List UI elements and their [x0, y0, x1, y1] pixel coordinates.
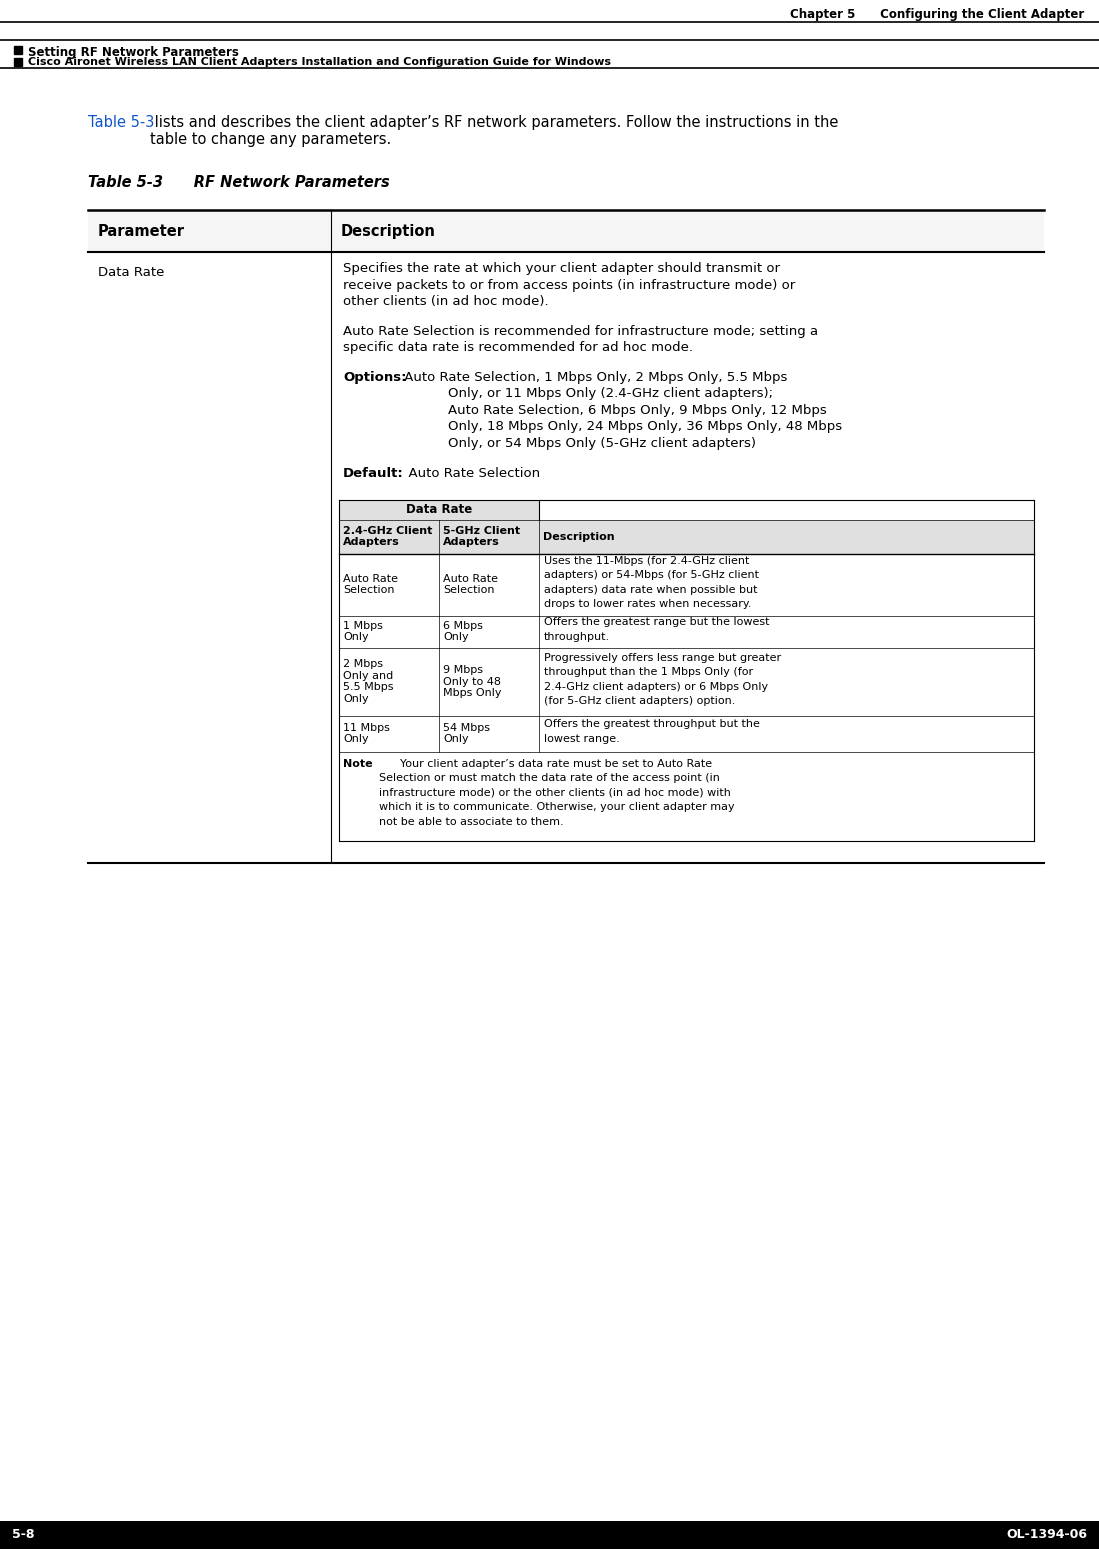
Bar — [338, 519, 1034, 553]
Text: Parameter: Parameter — [98, 223, 185, 239]
Text: Default:: Default: — [343, 466, 403, 480]
Text: Data Rate: Data Rate — [406, 503, 473, 516]
Text: Setting RF Network Parameters: Setting RF Network Parameters — [27, 46, 238, 59]
Text: lowest range.: lowest range. — [544, 734, 620, 744]
Text: Auto Rate
Selection: Auto Rate Selection — [343, 573, 398, 595]
Text: Options:: Options: — [343, 370, 407, 384]
Text: Chapter 5      Configuring the Client Adapter: Chapter 5 Configuring the Client Adapter — [790, 8, 1084, 22]
Text: adapters) data rate when possible but: adapters) data rate when possible but — [544, 584, 757, 595]
Text: 2 Mbps
Only and
5.5 Mbps
Only: 2 Mbps Only and 5.5 Mbps Only — [343, 660, 393, 703]
Bar — [338, 500, 539, 519]
Text: 54 Mbps
Only: 54 Mbps Only — [443, 723, 490, 745]
Text: 11 Mbps
Only: 11 Mbps Only — [343, 723, 390, 745]
Text: Table 5-3: Table 5-3 — [88, 115, 154, 130]
Text: receive packets to or from access points (in infrastructure mode) or: receive packets to or from access points… — [343, 279, 796, 291]
Text: specific data rate is recommended for ad hoc mode.: specific data rate is recommended for ad… — [343, 341, 693, 355]
Text: Note: Note — [343, 759, 373, 768]
Text: OL-1394-06: OL-1394-06 — [1006, 1529, 1087, 1541]
Text: 2.4-GHz Client
Adapters: 2.4-GHz Client Adapters — [343, 525, 432, 547]
Text: throughput.: throughput. — [544, 632, 610, 641]
Bar — [88, 211, 1044, 252]
Text: Description: Description — [543, 531, 614, 542]
Text: Auto Rate
Selection: Auto Rate Selection — [443, 573, 498, 595]
Text: Auto Rate Selection is recommended for infrastructure mode; setting a: Auto Rate Selection is recommended for i… — [343, 325, 818, 338]
Text: which it is to communicate. Otherwise, your client adapter may: which it is to communicate. Otherwise, y… — [379, 802, 734, 812]
Text: Description: Description — [341, 223, 436, 239]
Text: throughput than the 1 Mbps Only (for: throughput than the 1 Mbps Only (for — [544, 668, 753, 677]
Text: Only, 18 Mbps Only, 24 Mbps Only, 36 Mbps Only, 48 Mbps: Only, 18 Mbps Only, 24 Mbps Only, 36 Mbp… — [448, 420, 842, 434]
Text: adapters) or 54-Mbps (for 5-GHz client: adapters) or 54-Mbps (for 5-GHz client — [544, 570, 759, 579]
Text: 5-GHz Client
Adapters: 5-GHz Client Adapters — [443, 525, 520, 547]
Text: Only, or 54 Mbps Only (5-GHz client adapters): Only, or 54 Mbps Only (5-GHz client adap… — [448, 437, 756, 449]
Text: (for 5-GHz client adapters) option.: (for 5-GHz client adapters) option. — [544, 696, 735, 706]
Text: 5-8: 5-8 — [12, 1529, 34, 1541]
Text: infrastructure mode) or the other clients (in ad hoc mode) with: infrastructure mode) or the other client… — [379, 787, 731, 798]
Text: Auto Rate Selection, 1 Mbps Only, 2 Mbps Only, 5.5 Mbps: Auto Rate Selection, 1 Mbps Only, 2 Mbps… — [400, 370, 787, 384]
Text: Progressively offers less range but greater: Progressively offers less range but grea… — [544, 652, 781, 663]
Text: Table 5-3      RF Network Parameters: Table 5-3 RF Network Parameters — [88, 175, 390, 191]
Text: lists and describes the client adapter’s RF network parameters. Follow the instr: lists and describes the client adapter’s… — [149, 115, 839, 147]
Text: Offers the greatest range but the lowest: Offers the greatest range but the lowest — [544, 617, 769, 627]
Text: Cisco Aironet Wireless LAN Client Adapters Installation and Configuration Guide : Cisco Aironet Wireless LAN Client Adapte… — [27, 57, 611, 67]
Text: Your client adapter’s data rate must be set to Auto Rate: Your client adapter’s data rate must be … — [379, 759, 712, 768]
Text: 9 Mbps
Only to 48
Mbps Only: 9 Mbps Only to 48 Mbps Only — [443, 665, 501, 699]
Text: 2.4-GHz client adapters) or 6 Mbps Only: 2.4-GHz client adapters) or 6 Mbps Only — [544, 682, 768, 691]
Text: 1 Mbps
Only: 1 Mbps Only — [343, 621, 382, 643]
Bar — [14, 57, 22, 67]
Text: 6 Mbps
Only: 6 Mbps Only — [443, 621, 482, 643]
Text: drops to lower rates when necessary.: drops to lower rates when necessary. — [544, 599, 752, 609]
Text: Auto Rate Selection: Auto Rate Selection — [400, 466, 540, 480]
Bar — [0, 1521, 1099, 1549]
Text: Only, or 11 Mbps Only (2.4-GHz client adapters);: Only, or 11 Mbps Only (2.4-GHz client ad… — [448, 387, 773, 400]
Text: not be able to associate to them.: not be able to associate to them. — [379, 816, 564, 827]
Text: Offers the greatest throughput but the: Offers the greatest throughput but the — [544, 719, 759, 730]
Text: other clients (in ad hoc mode).: other clients (in ad hoc mode). — [343, 294, 548, 308]
Text: Uses the 11-Mbps (for 2.4-GHz client: Uses the 11-Mbps (for 2.4-GHz client — [544, 556, 750, 565]
Text: Auto Rate Selection, 6 Mbps Only, 9 Mbps Only, 12 Mbps: Auto Rate Selection, 6 Mbps Only, 9 Mbps… — [448, 404, 826, 417]
Text: Specifies the rate at which your client adapter should transmit or: Specifies the rate at which your client … — [343, 262, 780, 276]
Text: Data Rate: Data Rate — [98, 266, 165, 279]
Bar — [14, 46, 22, 54]
Text: Selection or must match the data rate of the access point (in: Selection or must match the data rate of… — [379, 773, 720, 784]
